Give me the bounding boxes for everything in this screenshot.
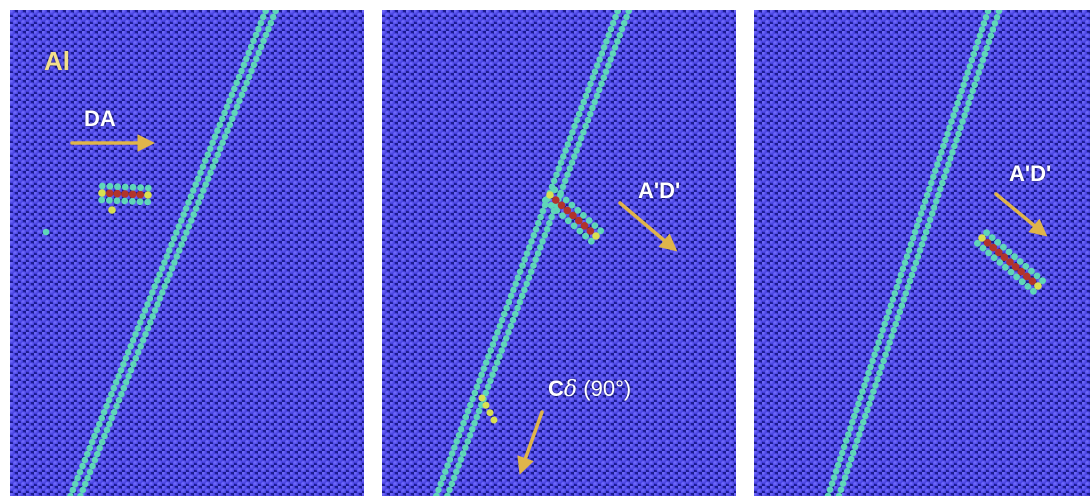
grain-boundary-left bbox=[824, 10, 992, 496]
arrow-c-delta bbox=[517, 410, 544, 475]
boundary-label: Cδ (90°) bbox=[548, 378, 631, 401]
boundary-label-angle: (90°) bbox=[583, 376, 632, 401]
defect-label-ad: A'D' bbox=[1009, 161, 1052, 186]
atom-lattice-3 bbox=[754, 10, 1090, 496]
atom-lattice-1 bbox=[10, 10, 364, 496]
dislocation-core bbox=[541, 186, 605, 245]
defect-atom bbox=[42, 228, 50, 236]
boundary-label-symbol: C bbox=[548, 376, 564, 401]
panel-2: A'D' Cδ (90°) bbox=[382, 10, 736, 496]
material-label: Al bbox=[44, 46, 70, 76]
boundary-defect-atoms bbox=[478, 394, 498, 424]
atom-lattice-2 bbox=[382, 10, 736, 496]
dislocation-core bbox=[974, 229, 1046, 295]
dislocation-core bbox=[98, 182, 152, 206]
defect-atom bbox=[108, 206, 116, 214]
grain-boundary-right bbox=[835, 10, 1003, 496]
arrow-ad bbox=[994, 192, 1048, 237]
panel-1: Al DA bbox=[10, 10, 364, 496]
grain-boundary-right bbox=[77, 10, 279, 496]
boundary-label-greek: δ bbox=[563, 377, 578, 402]
defect-label-da: DA bbox=[84, 106, 116, 131]
defect-label-ad: A'D' bbox=[638, 178, 681, 203]
arrow-ad bbox=[618, 201, 678, 252]
grain-boundary-left bbox=[67, 10, 269, 496]
panel-3: A'D' bbox=[754, 10, 1090, 496]
